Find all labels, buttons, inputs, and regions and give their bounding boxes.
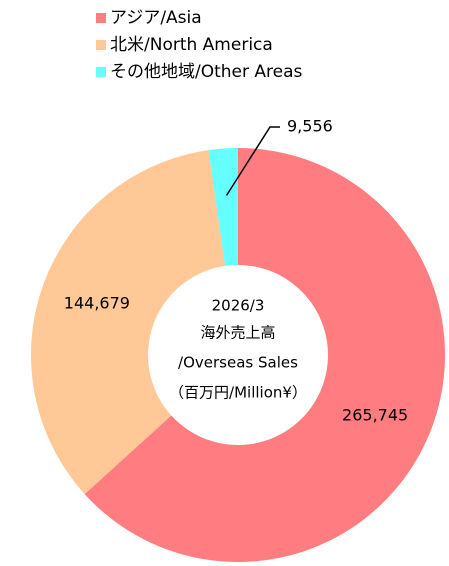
value-label: 265,745	[342, 405, 408, 424]
legend-label: その他地域/Other Areas	[110, 62, 303, 82]
legend-swatch	[96, 40, 106, 50]
legend-label: アジア/Asia	[110, 8, 202, 28]
donut-slice	[84, 148, 446, 562]
value-label: 144,679	[64, 294, 130, 313]
donut-slice	[208, 148, 238, 266]
center-text: /Overseas Sales	[178, 354, 298, 372]
center-text: 海外売上高	[200, 324, 275, 342]
legend-swatch	[96, 67, 106, 77]
center-text: 2026/3	[212, 297, 265, 315]
donut-slice	[31, 150, 226, 495]
value-label: 9,556	[287, 117, 333, 136]
legend-label: 北米/North America	[110, 35, 273, 55]
center-text: （百万円/Million¥）	[169, 384, 307, 402]
leader-line	[225, 126, 280, 196]
legend-swatch	[96, 13, 106, 23]
